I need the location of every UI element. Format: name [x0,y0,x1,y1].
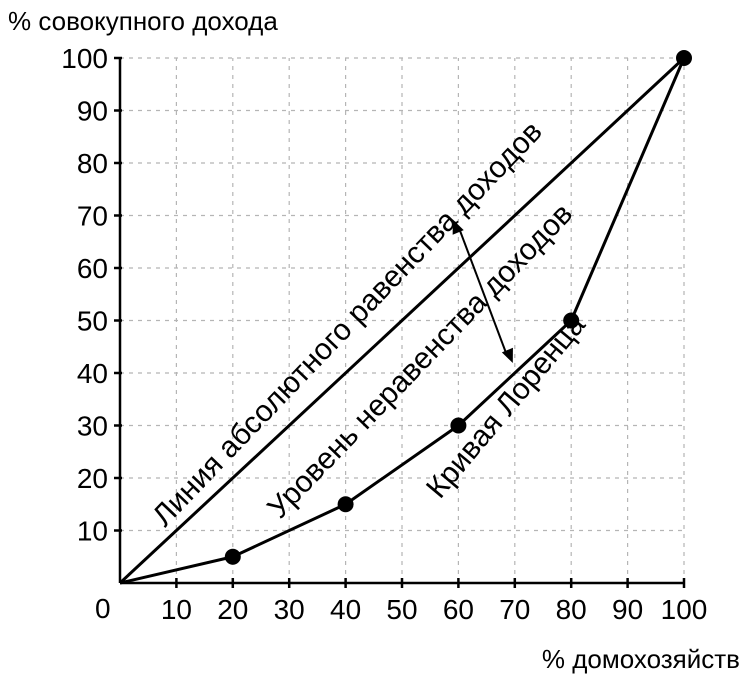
y-tick-label: 60 [77,253,108,284]
grid-lines [120,57,685,583]
lorenz-curve-line [119,57,686,585]
y-tick-label: 80 [77,148,108,179]
x-tick-label: 10 [161,594,192,625]
x-tick-label: 60 [443,594,474,625]
x-tick-label: 30 [274,594,305,625]
x-tick-label: 70 [499,594,530,625]
lorenz-point [337,496,354,513]
tick-labels: 10 20 30 40 50 60 70 80 90 100 10 20 30 40 50 60 70 80 90 1… [61,43,707,625]
x-tick-label: 90 [612,594,643,625]
lorenz-point [563,312,580,329]
lorenz-point [676,50,692,66]
gap-arrow-head [501,347,513,363]
x-tick-label: 40 [330,594,361,625]
y-tick-label: 90 [77,96,108,127]
y-tick-label: 20 [77,463,108,494]
gap-arrow-head [452,219,464,235]
y-tick-label: 30 [77,411,108,442]
x-tick-label: 50 [386,594,417,625]
y-tick-label: 50 [77,306,108,337]
y-tick-label: 70 [77,201,108,232]
x-tick-label: 20 [217,594,248,625]
annotation-equality-line: Линия абсолютного равенства доходов [146,115,549,533]
x-tick-label: 80 [556,594,587,625]
lorenz-point [224,548,241,565]
origin-label: 0 [95,593,111,624]
axes [114,56,686,588]
lorenz-point [450,417,467,434]
y-tick-label: 10 [77,516,108,547]
y-tick-label: 100 [61,43,108,74]
y-tick-label: 40 [77,358,108,389]
series [118,50,692,585]
gap-arrow-shaft [457,227,508,356]
x-tick-label: 100 [661,594,708,625]
x-axis-title: % домохозяйств [542,644,740,674]
y-axis-title: % совокупного дохода [8,6,278,36]
gap-arrow [452,219,513,363]
equality-line [118,56,686,585]
